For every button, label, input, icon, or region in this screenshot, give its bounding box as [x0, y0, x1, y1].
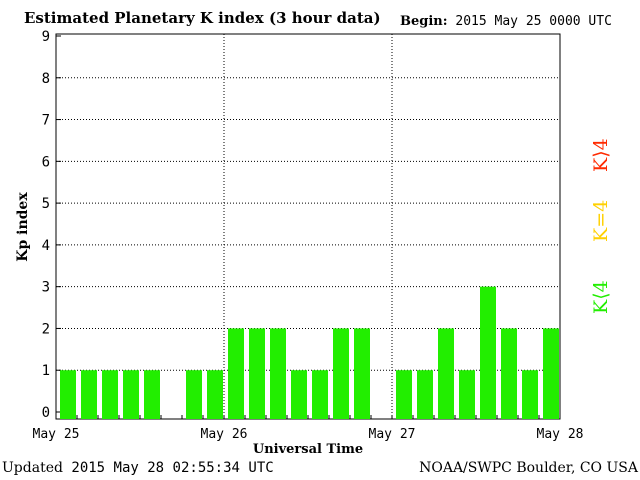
kp-bar [522, 370, 538, 419]
x-tick-label: May 27 [369, 427, 416, 442]
y-tick-label: 1 [42, 363, 50, 379]
kp-bar [291, 370, 307, 419]
y-tick-label: 8 [42, 71, 50, 87]
x-axis-label: Universal Time [253, 442, 363, 457]
y-tick-label: 2 [42, 321, 50, 337]
kp-bar [81, 370, 97, 419]
y-tick-label: 5 [42, 196, 50, 212]
begin-value: 2015 May 25 0000 UTC [455, 14, 612, 29]
kp-bar [459, 370, 475, 419]
legend-k-equal-4: K=4 [590, 199, 612, 242]
chart-title: Estimated Planetary K index (3 hour data… [24, 9, 381, 27]
kp-bar [480, 286, 496, 419]
kp-bar [186, 370, 202, 419]
x-tick-label: May 28 [537, 427, 584, 442]
kp-bar [60, 370, 76, 419]
kp-bar [417, 370, 433, 419]
kp-bar [123, 370, 139, 419]
kp-bar [270, 328, 286, 419]
updated-value: 2015 May 28 02:55:34 UTC [71, 460, 274, 476]
kp-bar [438, 328, 454, 419]
kp-bar [312, 370, 328, 419]
kp-bar [102, 370, 118, 419]
kp-bar [207, 370, 223, 419]
kp-bar [249, 328, 265, 419]
legend-k-less-4: K⟨4 [590, 280, 612, 314]
y-tick-label: 4 [42, 238, 50, 254]
begin-time: Begin: 2015 May 25 0000 UTC [400, 14, 612, 29]
updated-timestamp: Updated 2015 May 28 02:55:34 UTC [2, 460, 274, 476]
kp-bar [354, 328, 370, 419]
x-tick-label: May 26 [201, 427, 248, 442]
y-tick-label: 7 [42, 113, 50, 129]
kp-bar [501, 328, 517, 419]
kp-bar [543, 328, 559, 419]
kp-bar [228, 328, 244, 419]
kp-bar [333, 328, 349, 419]
y-tick-label: 0 [42, 405, 50, 421]
y-tick-label: 3 [42, 280, 50, 296]
x-tick-label: May 25 [33, 427, 80, 442]
data-source: NOAA/SWPC Boulder, CO USA [419, 460, 638, 476]
y-tick-label: 9 [42, 29, 50, 45]
legend-k-greater-4: K⟩4 [590, 138, 612, 172]
y-tick-label: 6 [42, 154, 50, 170]
updated-label: Updated [2, 460, 63, 476]
y-axis-label: Kp index [15, 192, 31, 262]
begin-label: Begin: [400, 14, 448, 29]
kp-bar [144, 370, 160, 419]
kp-bar [396, 370, 412, 419]
